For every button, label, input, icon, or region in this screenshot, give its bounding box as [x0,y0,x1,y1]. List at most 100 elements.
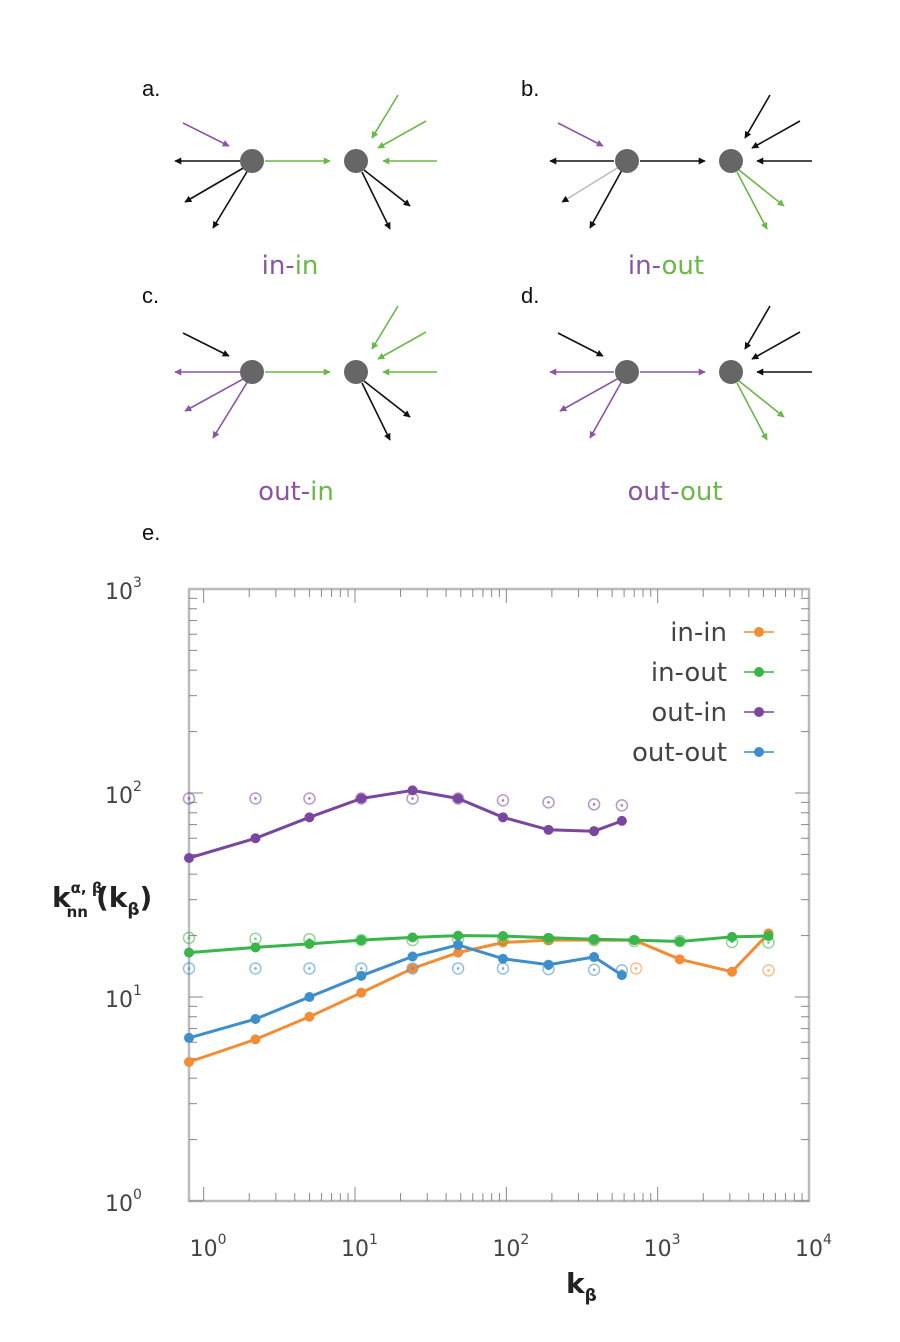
null-point-center-out_in [501,799,505,802]
null-point-out_in [496,794,510,807]
legend-label-in_in: in-in [670,618,727,648]
panel-c-caption: out-in [258,477,334,507]
source-node [240,360,264,384]
series-line-out_in [188,788,623,860]
legend-label-out_in: out-in [651,698,727,728]
x-tick-label: 101 [341,1232,378,1262]
panel-c: c. out-in [142,283,437,507]
out-edge [363,380,411,418]
null-point-out_out [587,963,601,977]
in-edge [557,332,604,357]
y-tick-label: 102 [105,779,142,809]
data-point-out_out [407,951,418,962]
out-edge-purple [559,377,620,412]
out-edge-green [736,171,768,230]
null-point-center-out_in [592,803,596,806]
null-point-out_out [303,962,316,975]
series-in_in [184,928,775,1068]
data-point-in_in [356,987,367,998]
out-edge-green [738,380,785,418]
null-point-out_in [587,798,601,811]
null-point-out_out [451,962,465,975]
out-edge-green [738,169,785,207]
null-point-center-in_in [767,969,770,972]
out-edge [212,169,249,229]
x-tick-label: 104 [795,1232,832,1262]
panel-b-label: b. [521,76,539,101]
data-point-in_in [453,947,464,958]
panel-a-caption: in-in [262,251,319,281]
legend-swatch-dot-out_in [754,707,764,717]
in-edge-green [377,120,427,149]
data-point-in_in [674,954,685,965]
data-point-in_out [543,932,554,943]
in-edge [744,94,771,139]
out-edge-gray [561,166,620,203]
null-point-center-in_out [767,941,770,944]
data-point-in_out [589,934,600,945]
data-point-out_out [453,939,464,950]
panel-c-label: c. [142,283,159,308]
panel-b-caption: in-out [628,251,704,281]
series-layer [182,785,775,1068]
in-edge-green [371,305,399,350]
data-point-in_in [250,1034,261,1045]
x-tick-labels: 100 101 102 103 104 [190,1232,832,1262]
in-edge [744,305,771,350]
null-point-center-in_out [187,936,191,940]
legend-swatch-dot-in_out [754,667,764,677]
data-point-out_in [304,812,315,823]
out-edge-purple [589,380,623,439]
x-axis-label: kβ [566,1267,597,1306]
data-point-in_in [304,1011,315,1022]
null-point-out_out [406,962,419,975]
data-point-out_in [407,785,418,796]
data-point-in_out [763,931,774,942]
null-point-center-out_in [308,797,311,800]
target-node [344,360,368,384]
in-edge-purple [557,122,604,147]
panel-a: a. in-in [142,76,437,281]
null-point-out_in [303,792,316,805]
out-edge [361,382,391,441]
data-point-out_out [497,953,508,964]
legend-swatch-dot-out_out [754,747,764,757]
null-point-center-out_in [187,797,191,800]
in-edge-green [377,331,427,360]
x-tick-label: 102 [492,1232,529,1262]
data-point-out_out [184,1032,194,1043]
data-point-in_out [453,930,464,941]
out-edge-purple [184,377,246,412]
out-edge [589,169,623,229]
data-point-out_out [304,992,315,1002]
source-node [615,360,639,384]
in-edge-purple [182,122,230,147]
null-point-out_in [615,799,629,812]
data-point-out_in [497,812,508,823]
knn-chart: 100 101 102 103 104 100 101 102 103 in-in in-out… [52,575,832,1306]
null-point-out_in [249,792,262,805]
in-edge [182,332,230,357]
data-point-out_out [356,970,367,981]
data-point-in_out [184,947,194,958]
target-node [719,149,743,173]
null-point-out_out [182,962,196,975]
y-tick-labels: 100 101 102 103 [105,575,142,1217]
data-point-out_in [356,793,367,804]
data-point-out_in [543,824,554,835]
data-point-out_in [589,826,600,837]
panel-d-caption: out-out [627,477,722,507]
data-point-out_out [616,970,627,981]
y-tick-label: 103 [105,575,142,605]
series-in_out [182,930,775,958]
null-point-center-in_in [634,967,638,970]
in-edge [751,331,801,360]
legend: in-in in-out out-in out-out [632,618,774,768]
null-point-center-out_out [592,968,596,972]
out-edge [184,166,246,203]
legend-swatch-dot-in_in [754,627,764,637]
minor-ticks [189,589,809,1202]
y-tick-label: 100 [105,1187,142,1217]
null-point-center-in_out [254,937,257,941]
